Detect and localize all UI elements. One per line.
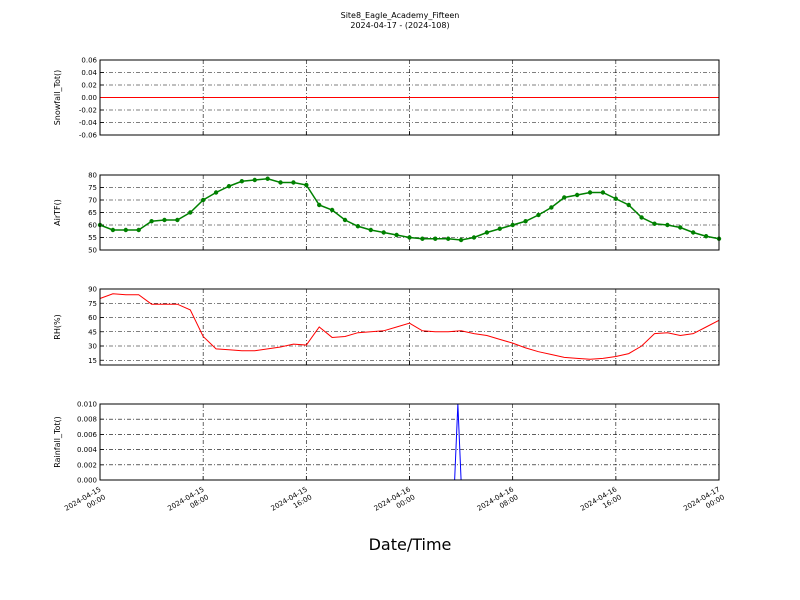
y-tick-label: 65 (88, 209, 97, 217)
y-tick-label: 30 (88, 343, 97, 351)
data-point (626, 202, 631, 208)
y-axis-label: AirTF() (53, 199, 62, 226)
data-point (110, 227, 116, 233)
data-point (587, 190, 593, 195)
data-point (188, 210, 193, 215)
x-axis-label: Date/Time (369, 535, 452, 554)
y-tick-label: 80 (88, 172, 97, 180)
data-point (239, 179, 245, 184)
data-point (600, 190, 606, 195)
data-point (226, 184, 232, 189)
y-tick-label: 0.002 (77, 461, 97, 469)
y-tick-label: 0.008 (77, 416, 97, 424)
data-point (703, 234, 709, 239)
y-axis-label: RH(%) (53, 314, 62, 339)
data-point (136, 227, 141, 233)
y-tick-label: 75 (88, 184, 97, 192)
data-point (407, 235, 412, 240)
y-tick-label: 55 (88, 234, 97, 242)
y-tick-label: 60 (88, 314, 97, 322)
data-point (317, 202, 322, 208)
plot-frame (99, 288, 720, 366)
plot-frame (99, 403, 720, 481)
data-point (265, 176, 270, 181)
data-point (394, 232, 399, 238)
data-point (536, 212, 541, 218)
y-tick-label: 70 (88, 197, 97, 205)
y-tick-label: 0.006 (77, 431, 98, 439)
y-tick-label: 0.004 (77, 446, 98, 454)
y-tick-label: 0.00 (81, 94, 97, 102)
data-point (665, 222, 670, 228)
chart-title: Site8_Eagle_Academy_Fifteen (341, 11, 460, 20)
y-tick-label: 0.04 (81, 69, 97, 77)
data-point (291, 180, 296, 185)
y-tick-label: 0.000 (77, 477, 97, 485)
data-point (613, 196, 619, 201)
data-point (252, 177, 257, 183)
data-point (342, 217, 348, 223)
data-point (523, 219, 528, 224)
y-tick-label: -0.02 (79, 107, 97, 115)
y-tick-label: 50 (88, 247, 97, 255)
data-point (355, 224, 361, 229)
plot-frame (99, 59, 720, 136)
y-tick-label: -0.06 (79, 132, 98, 140)
data-point (304, 182, 309, 188)
data-point (149, 219, 154, 224)
data-point (329, 207, 335, 213)
y-tick-label: 75 (88, 300, 97, 308)
y-tick-label: 90 (88, 286, 97, 294)
data-point (549, 205, 554, 210)
data-point (445, 236, 451, 241)
data-point (652, 221, 657, 226)
y-tick-label: -0.04 (79, 119, 98, 127)
data-point (678, 225, 683, 230)
data-point (368, 227, 374, 233)
data-point (213, 190, 219, 195)
data-point (484, 230, 490, 235)
y-tick-label: 0.02 (81, 82, 97, 90)
data-point (162, 217, 167, 223)
data-point (691, 230, 696, 235)
data-point (433, 236, 438, 241)
data-point (420, 236, 425, 241)
data-point (175, 217, 180, 223)
data-point (639, 215, 644, 220)
data-point (562, 195, 567, 200)
data-point (278, 180, 283, 185)
data-line (99, 293, 720, 360)
data-point (471, 235, 477, 240)
data-point (574, 192, 580, 198)
chart-subtitle: 2024-04-17 - (2024-108) (350, 21, 449, 30)
data-point (123, 227, 128, 233)
y-tick-label: 0.010 (77, 401, 97, 409)
y-axis-label: Snowfall_Tot() (53, 70, 62, 126)
data-point (510, 222, 515, 228)
data-point (381, 230, 386, 235)
y-tick-label: 0.06 (81, 57, 97, 65)
data-point (458, 237, 464, 243)
data-point (200, 197, 206, 203)
plot-frame (99, 174, 720, 251)
y-axis-label: Rainfall_Tot() (53, 416, 62, 468)
y-tick-label: 15 (88, 357, 97, 365)
data-point (497, 226, 502, 231)
y-tick-label: 60 (88, 222, 97, 230)
y-tick-label: 45 (88, 328, 97, 336)
